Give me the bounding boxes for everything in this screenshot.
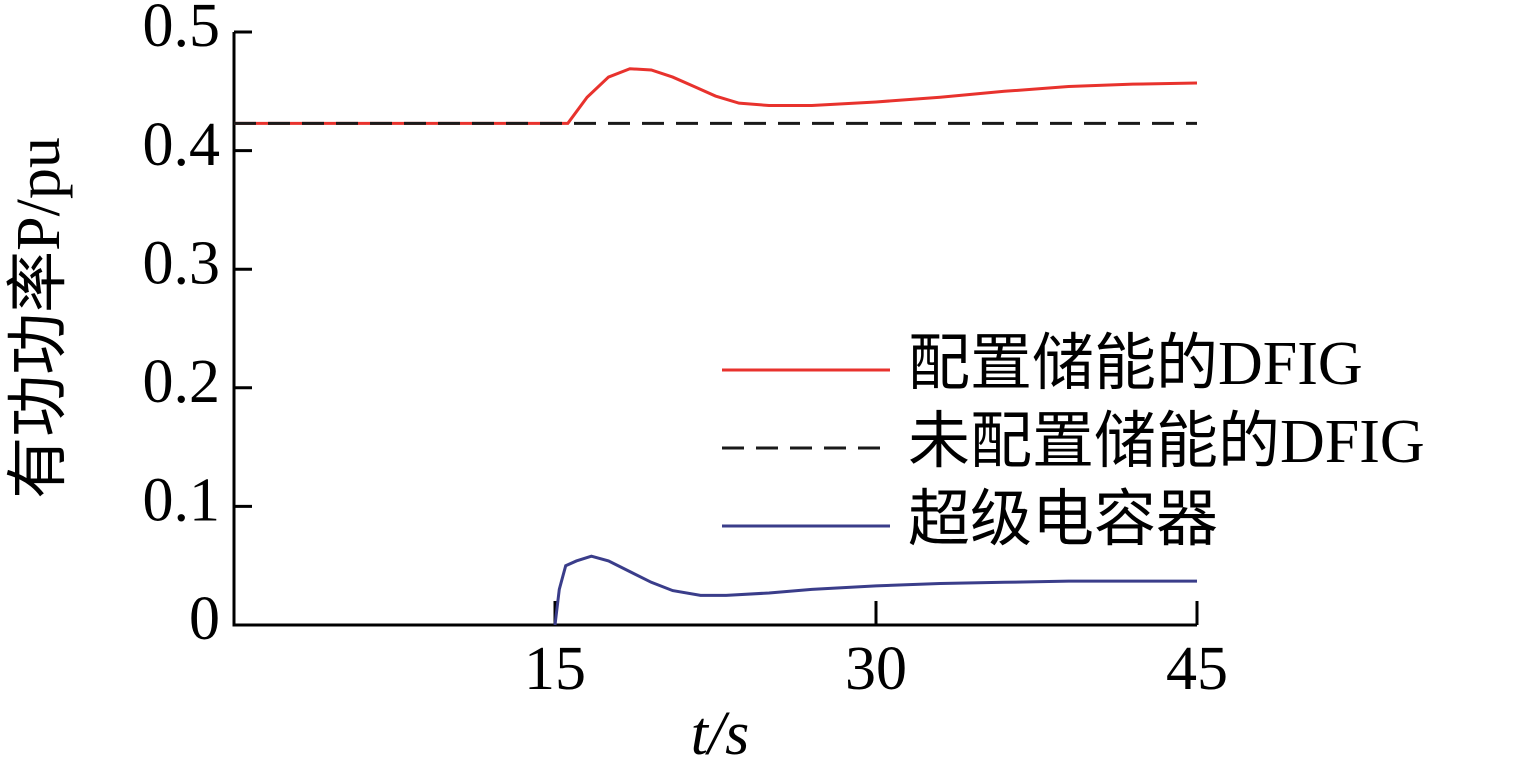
x-tick-label: 45 — [1166, 635, 1228, 703]
legend-label: 未配置储能的DFIG — [908, 408, 1425, 476]
y-tick-label: 0.2 — [143, 348, 221, 416]
y-tick-label: 0.5 — [143, 0, 221, 60]
x-tick-label: 15 — [524, 635, 586, 703]
x-tick-label: 30 — [845, 635, 907, 703]
series-line — [553, 554, 1197, 626]
y-tick-label: 0 — [189, 585, 220, 653]
series-line — [234, 67, 1198, 125]
x-axis-label: t/s — [691, 700, 750, 768]
y-tick-label: 0.4 — [143, 111, 221, 179]
y-tick-label: 0.3 — [143, 229, 221, 297]
y-axis-label: 有功功率P/pu — [5, 137, 73, 499]
legend-label: 配置储能的DFIG — [908, 330, 1363, 398]
legend-label: 超级电容器 — [908, 486, 1218, 554]
y-tick-label: 0.1 — [143, 467, 221, 535]
